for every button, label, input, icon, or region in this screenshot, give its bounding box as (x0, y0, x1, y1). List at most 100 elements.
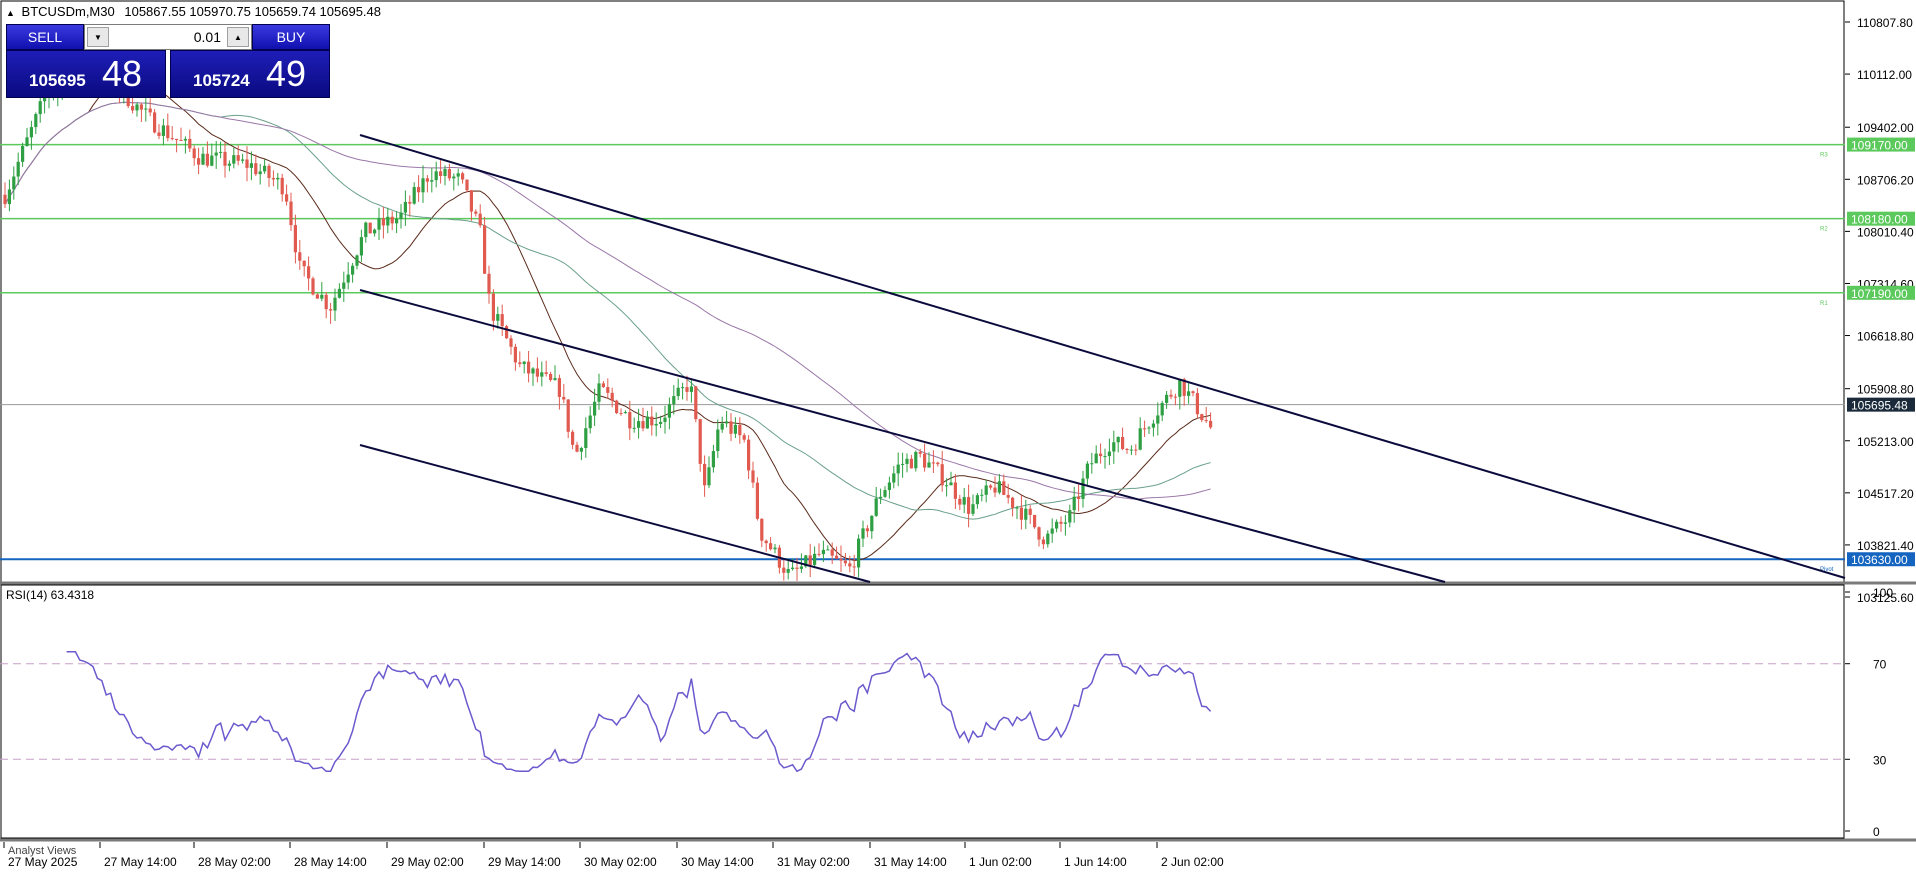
candle-body (1182, 379, 1186, 396)
candle-body (729, 421, 733, 434)
candle-body (210, 155, 214, 166)
time-tick-label: 30 May 02:00 (584, 855, 657, 869)
candle-body (1112, 442, 1116, 452)
candle-body (1200, 414, 1204, 421)
candle-body (619, 412, 623, 414)
candle-body (500, 314, 504, 327)
candle-body (870, 515, 874, 532)
candle-body (1209, 420, 1213, 428)
candle-body (157, 132, 161, 136)
lot-increase-icon[interactable]: ▲ (227, 27, 249, 47)
candle-body (707, 467, 711, 486)
candle-body (131, 106, 135, 111)
candle-body (271, 177, 275, 180)
trend-channel-lines[interactable] (359, 134, 1846, 583)
candle-body (747, 439, 751, 471)
price-tick-label: 105213.00 (1857, 435, 1914, 449)
candle-body (381, 218, 385, 226)
candle-body (403, 201, 407, 213)
current-price-label: 105695.48 (1851, 399, 1908, 413)
candle-body (993, 487, 997, 493)
moving-average-mid (4, 101, 1211, 520)
candle-body (553, 378, 557, 380)
candle-body (527, 361, 531, 374)
candle-body (298, 252, 302, 261)
candle-body (412, 187, 416, 204)
candle-body (940, 464, 944, 486)
candle-body (742, 435, 746, 440)
candle-body (223, 151, 227, 166)
candle-body (857, 538, 861, 568)
rsi-axis-label: 0 (1873, 825, 1880, 839)
candle-body (355, 255, 359, 266)
time-tick-label: 31 May 02:00 (777, 855, 850, 869)
candle-body (953, 482, 957, 499)
time-axis[interactable]: 27 May 2025 27 May 14:00 28 May 02:00 28 Ma… (3, 842, 1224, 869)
sell-button[interactable]: SELL (6, 24, 84, 50)
candle-body (12, 176, 16, 190)
candle-body (329, 309, 333, 311)
level-price-box (1847, 137, 1915, 152)
candle-body (641, 421, 645, 429)
candle-body (1090, 463, 1094, 465)
candle-body (896, 464, 900, 474)
candle-body (751, 470, 755, 483)
candle-body (997, 481, 1001, 493)
candle-body (456, 173, 460, 177)
time-tick-label: 1 Jun 02:00 (969, 855, 1032, 869)
candle-body (1050, 528, 1054, 534)
candle-body (914, 451, 918, 469)
candle-body (443, 169, 447, 176)
candle-body (927, 462, 931, 468)
analyst-views-tab[interactable]: Analyst Views (8, 845, 77, 857)
rsi-axis-label: 30 (1873, 753, 1887, 767)
price-tick-label: 108010.40 (1857, 225, 1914, 239)
candle-body (1024, 508, 1028, 520)
price-tick-label: 110112.00 (1857, 68, 1912, 82)
candle-body (3, 194, 7, 205)
candle-body (148, 108, 152, 113)
candle-body (1041, 539, 1045, 545)
lot-size-input[interactable] (111, 28, 225, 46)
candle-body (267, 165, 271, 178)
lot-decrease-icon[interactable]: ▼ (87, 27, 109, 47)
lot-size-box: ▼ ▲ (84, 24, 252, 50)
buy-price-box[interactable]: 105724 49 (170, 50, 330, 98)
price-axis[interactable]: 110807.80 110112.00 109402.00 108706.20 1080… (1845, 16, 1915, 605)
candle-body (531, 368, 535, 374)
symbol-label: BTCUSDm,M30 (21, 4, 115, 19)
candle-body (1006, 494, 1010, 498)
candle-body (698, 419, 702, 464)
sell-price-pips: 48 (102, 53, 143, 94)
candle-body (333, 297, 337, 311)
time-tick-label: 28 May 14:00 (294, 855, 367, 869)
candle-body (879, 496, 883, 499)
candle-body (566, 399, 570, 432)
candle-body (610, 392, 614, 401)
channel-upper-line (359, 134, 1846, 579)
sell-price-main: 105695 (29, 71, 86, 90)
candle-body (16, 161, 20, 177)
candle-body (883, 490, 887, 497)
candle-body (967, 497, 971, 514)
level-tag: Pivot (1820, 567, 1834, 573)
level-tag: R1 (1820, 301, 1828, 307)
candle-body (654, 423, 658, 426)
candle-body (346, 274, 350, 283)
candle-body (1121, 436, 1125, 450)
candle-body (650, 416, 654, 426)
candle-body (971, 504, 975, 514)
sell-price-box[interactable]: 105695 48 (6, 50, 166, 98)
candle-body (447, 169, 451, 179)
candle-body (227, 163, 231, 166)
candle-body (505, 326, 509, 339)
candle-body (1143, 428, 1147, 430)
candle-body (989, 485, 993, 488)
candle-body (25, 137, 29, 146)
buy-button[interactable]: BUY (252, 24, 330, 50)
candle-body (909, 458, 913, 469)
candle-body (975, 495, 979, 505)
level-price-box (1847, 552, 1915, 567)
collapse-triangle-icon[interactable]: ▲ (6, 8, 15, 18)
